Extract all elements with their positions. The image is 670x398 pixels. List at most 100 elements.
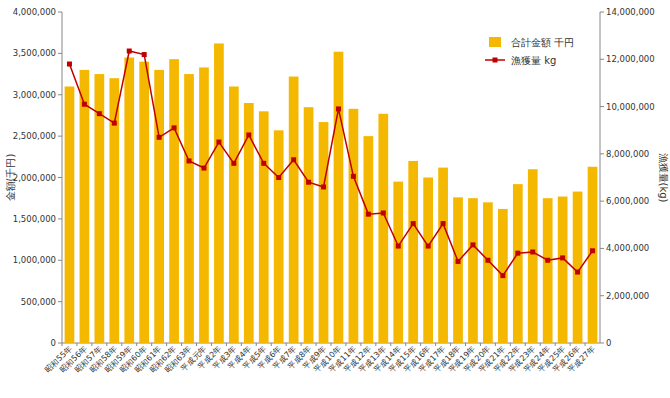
y-tick xyxy=(58,53,62,54)
bar xyxy=(259,111,269,343)
marker xyxy=(545,258,550,263)
plot-marks xyxy=(65,43,598,343)
marker xyxy=(441,221,446,226)
bar xyxy=(483,202,493,343)
x-tick xyxy=(360,343,361,346)
marker xyxy=(351,174,356,179)
marker xyxy=(246,132,251,137)
x-tick xyxy=(375,343,376,346)
y2-tick xyxy=(600,295,604,296)
marker xyxy=(157,135,162,140)
marker xyxy=(97,111,102,116)
legend-label: 合計金額 千円 xyxy=(511,37,574,48)
marker xyxy=(82,102,87,107)
x-tick xyxy=(510,343,511,346)
y2-tick-label: 6,000,000 xyxy=(606,196,649,206)
marker xyxy=(366,212,371,217)
bar xyxy=(274,130,284,343)
x-tick xyxy=(106,343,107,346)
x-tick xyxy=(540,343,541,346)
bar xyxy=(289,77,299,343)
x-tick xyxy=(495,343,496,346)
marker xyxy=(456,259,461,264)
y2-tick xyxy=(600,153,604,154)
x-tick-label: 平成27年 xyxy=(566,344,597,375)
y2-tick-label: 8,000,000 xyxy=(606,149,649,159)
y-tick-label: 1,500,000 xyxy=(13,214,56,224)
y-tick-label: 1,000,000 xyxy=(13,255,56,265)
bar xyxy=(139,62,149,343)
x-tick xyxy=(420,343,421,346)
x-tick xyxy=(181,343,182,346)
bar xyxy=(378,114,388,343)
bar xyxy=(438,168,448,343)
x-tick xyxy=(390,343,391,346)
marker xyxy=(276,175,281,180)
marker xyxy=(336,106,341,111)
marker xyxy=(530,249,535,254)
bar xyxy=(80,70,90,343)
y2-tick-label: 2,000,000 xyxy=(606,291,649,301)
marker xyxy=(142,52,147,57)
bar xyxy=(453,197,463,343)
y-tick xyxy=(58,12,62,13)
y2-tick xyxy=(600,59,604,60)
y-tick-label: 3,000,000 xyxy=(13,90,56,100)
x-tick xyxy=(286,343,287,346)
marker xyxy=(590,248,595,253)
y-axis-label: 金額(千円) xyxy=(5,154,16,202)
y-tick xyxy=(58,94,62,95)
marker xyxy=(560,255,565,260)
marker xyxy=(575,270,580,275)
x-tick xyxy=(405,343,406,346)
y2-tick xyxy=(600,12,604,13)
marker xyxy=(485,258,490,263)
x-tick xyxy=(301,343,302,346)
x-tick xyxy=(62,343,63,346)
marker xyxy=(470,242,475,247)
y2-tick xyxy=(600,106,604,107)
y2-tick-label: 12,000,000 xyxy=(606,54,655,64)
y-tick xyxy=(58,177,62,178)
bar xyxy=(214,43,224,343)
marker xyxy=(426,244,431,249)
legend-label: 漁獲量 kg xyxy=(511,55,556,66)
bar xyxy=(319,122,329,343)
bar xyxy=(528,169,538,343)
marker xyxy=(291,157,296,162)
marker xyxy=(187,158,192,163)
y-tick-label: 2,000,000 xyxy=(13,173,56,183)
marker xyxy=(172,125,177,130)
bar xyxy=(393,182,403,343)
bar xyxy=(498,209,508,343)
bar xyxy=(169,59,179,343)
x-tick xyxy=(345,343,346,346)
y-tick xyxy=(58,136,62,137)
bar xyxy=(184,74,194,343)
bar xyxy=(423,178,433,344)
x-tick xyxy=(256,343,257,346)
x-tick xyxy=(211,343,212,346)
bar xyxy=(543,198,553,343)
bar xyxy=(95,74,105,343)
bar xyxy=(109,78,119,343)
y-tick-label: 500,000 xyxy=(21,297,56,307)
x-tick xyxy=(570,343,571,346)
marker xyxy=(201,166,206,171)
marker xyxy=(67,62,72,67)
y-tick xyxy=(58,260,62,261)
y2-tick xyxy=(600,248,604,249)
bar xyxy=(65,86,75,343)
x-tick xyxy=(226,343,227,346)
x-tick xyxy=(465,343,466,346)
marker xyxy=(321,184,326,189)
x-tick xyxy=(316,343,317,346)
y-tick-label: 3,500,000 xyxy=(13,48,56,58)
x-tick xyxy=(196,343,197,346)
marker xyxy=(231,161,236,166)
y2-tick-label: 10,000,000 xyxy=(606,102,655,112)
y-tick xyxy=(58,343,62,344)
bar xyxy=(199,67,209,343)
bar xyxy=(334,52,344,343)
y2-axis xyxy=(600,12,601,343)
